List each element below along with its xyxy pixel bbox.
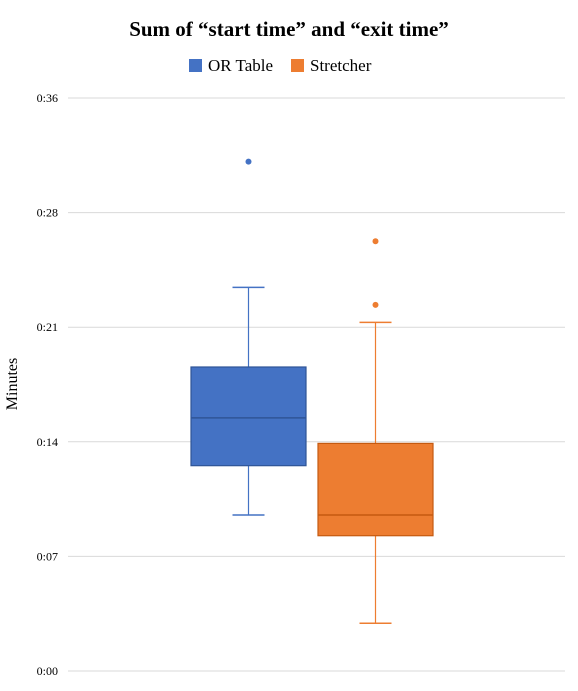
y-tick-label: 0:36 <box>37 91 58 105</box>
legend: OR Table Stretcher <box>189 56 372 75</box>
box-or-table <box>190 158 307 516</box>
interquartile-box <box>190 366 307 467</box>
y-axis-ticks: 0:00 0:07 0:14 0:21 0:28 0:36 <box>37 91 58 678</box>
plot-area <box>190 158 434 624</box>
outlier-point <box>372 238 379 245</box>
chart-title: Sum of “start time” and “exit time” <box>129 17 449 41</box>
y-tick-label: 0:28 <box>37 206 58 220</box>
y-tick-label: 0:14 <box>37 435 58 449</box>
legend-swatch <box>189 59 202 72</box>
interquartile-box <box>317 442 434 537</box>
outlier-point <box>372 301 379 308</box>
outlier-point <box>245 158 252 165</box>
legend-label: OR Table <box>208 56 273 75</box>
legend-swatch <box>291 59 304 72</box>
y-axis-label: Minutes <box>4 358 21 410</box>
y-tick-label: 0:21 <box>37 320 58 334</box>
gridlines <box>68 97 565 672</box>
legend-label: Stretcher <box>310 56 372 75</box>
y-tick-label: 0:07 <box>37 549 58 563</box>
box-stretcher <box>317 238 434 624</box>
y-tick-label: 0:00 <box>37 664 58 678</box>
